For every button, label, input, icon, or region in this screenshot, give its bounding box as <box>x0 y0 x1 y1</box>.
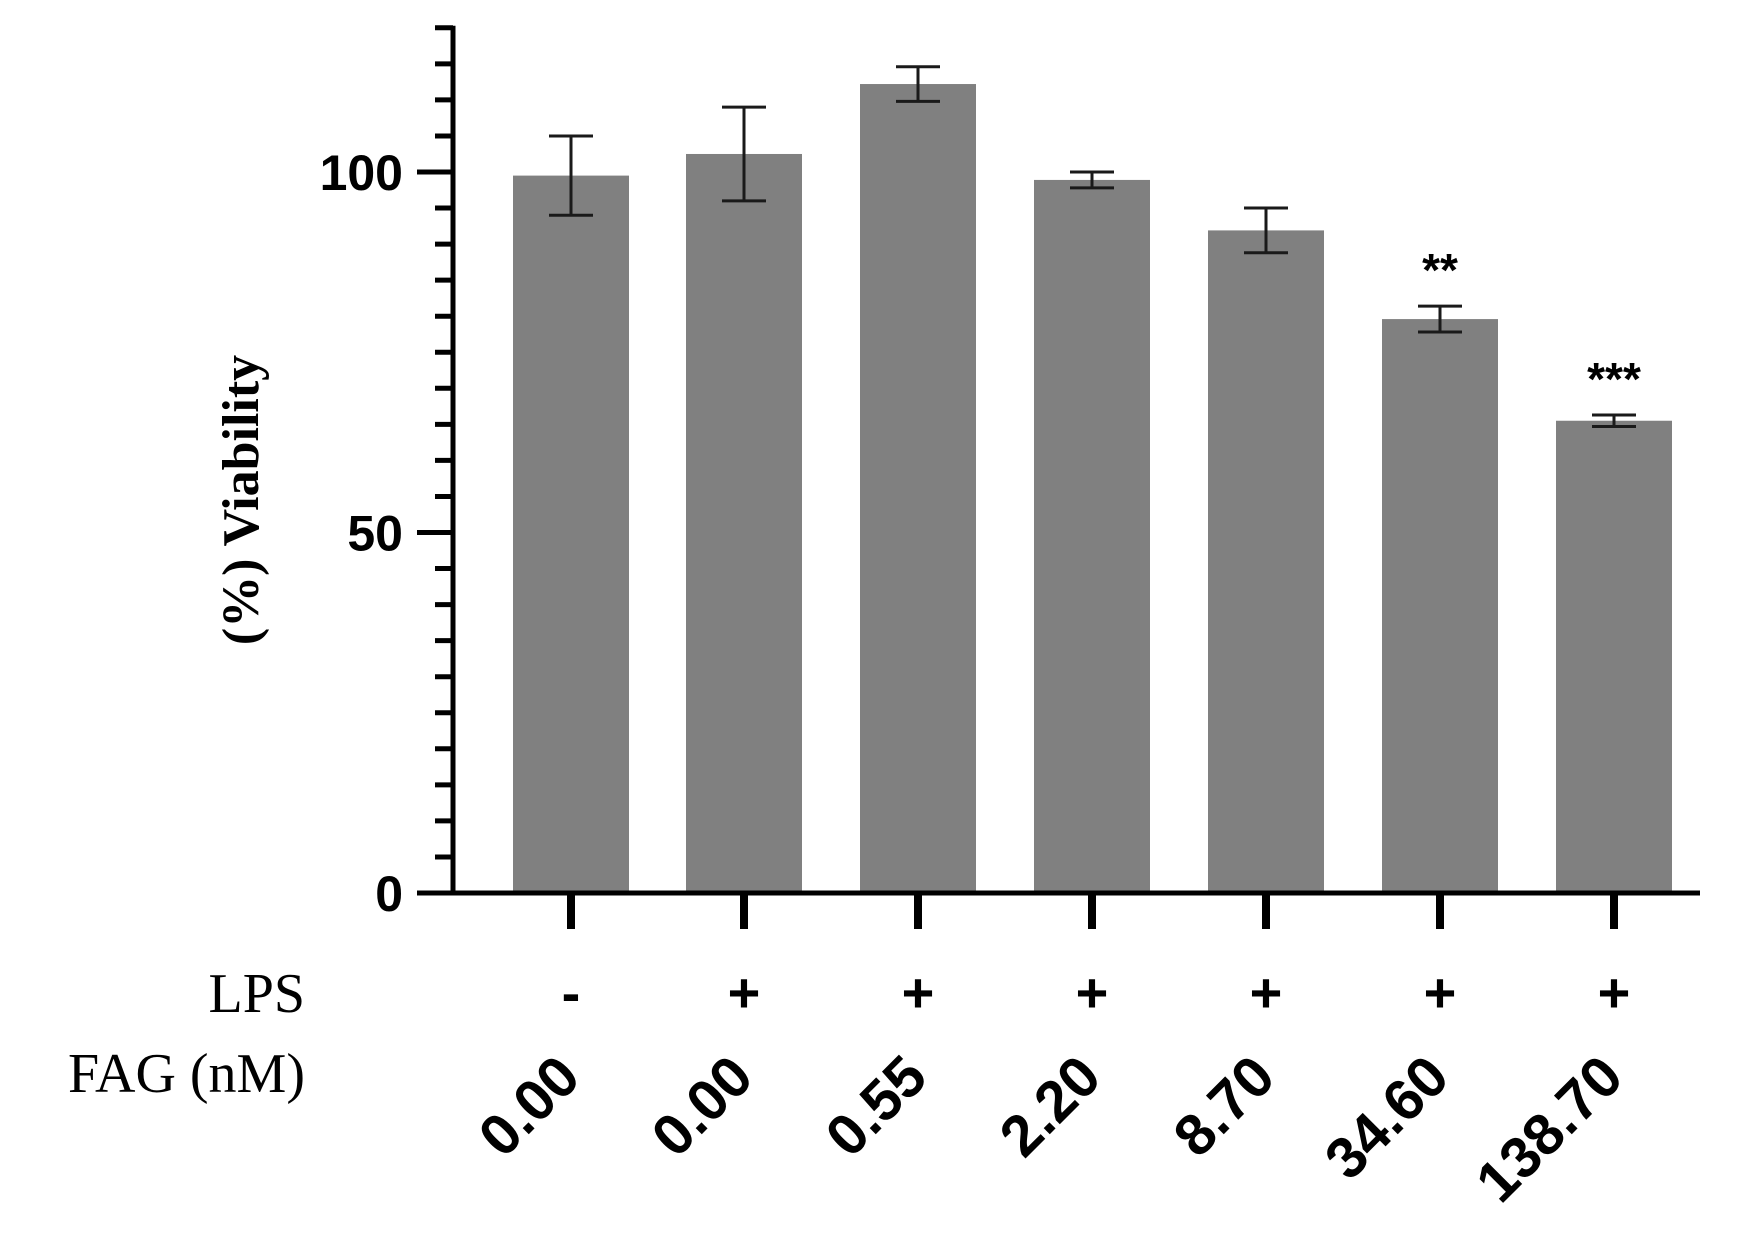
bar <box>1034 179 1150 893</box>
significance-label: ** <box>1422 244 1458 296</box>
bar <box>860 84 976 893</box>
fag-concentration-label: 0.55 <box>813 1043 939 1169</box>
y-tick-label: 0 <box>375 866 403 922</box>
bar <box>1208 230 1324 893</box>
lps-sign: - <box>562 961 581 1024</box>
y-axis-label: (%) Viability <box>213 355 270 645</box>
lps-sign: + <box>1250 961 1283 1024</box>
bar <box>1382 319 1498 894</box>
bar <box>1556 420 1672 893</box>
lps-sign: + <box>1424 961 1457 1024</box>
lps-sign: + <box>1076 961 1109 1024</box>
row-label: FAG (nM) <box>68 1043 305 1105</box>
fag-concentration-label: 138.70 <box>1464 1043 1635 1214</box>
row-label: LPS <box>209 963 306 1025</box>
lps-sign: + <box>1598 961 1631 1024</box>
bar <box>686 153 802 894</box>
bars-layer <box>513 84 1672 894</box>
bar <box>513 175 629 894</box>
y-tick-label: 100 <box>320 145 403 201</box>
lps-sign: + <box>728 961 761 1024</box>
fag-concentration-label: 8.70 <box>1161 1043 1287 1169</box>
y-tick-label: 50 <box>347 506 403 562</box>
fag-concentration-label: 34.60 <box>1313 1043 1462 1192</box>
axes-layer <box>417 25 1700 929</box>
error-bars-layer <box>549 65 1636 429</box>
significance-label: *** <box>1587 353 1641 405</box>
fag-concentration-label: 0.00 <box>466 1043 592 1169</box>
lps-sign: + <box>902 961 935 1024</box>
fag-concentration-label: 0.00 <box>639 1043 765 1169</box>
fag-concentration-label: 2.20 <box>987 1043 1113 1169</box>
